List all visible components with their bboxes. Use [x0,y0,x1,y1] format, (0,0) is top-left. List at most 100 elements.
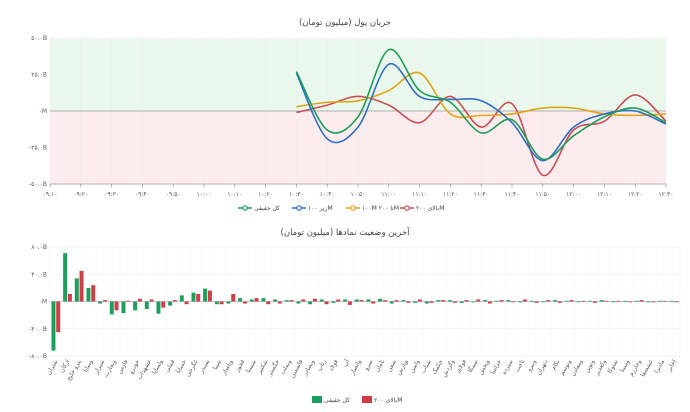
legend-swatch [312,396,322,403]
x-tick-label: ۱۱:۱۰ [412,191,427,198]
bar-1-40 [522,299,527,302]
legend-swatch-marker [404,205,410,211]
x-tick-label: ۱۲:۰۰ [566,191,581,198]
bar-1-0 [56,301,61,333]
bar-1-6 [126,300,131,302]
x-tick-label: ۱۱:۴۰ [505,191,520,198]
bar-0-21 [296,301,301,304]
x-tick-label: ۱۰:۲۰ [258,191,273,198]
x-tick-label: وامین [408,358,421,374]
legend-item-0: کل حقیقی [312,396,350,404]
bar-0-14 [214,301,219,305]
bar-0-34 [448,300,453,302]
bar-0-17 [249,299,254,302]
bar-0-32 [424,301,429,304]
bar-1-29 [394,300,399,302]
x-tick-label: ۱۰:۵۰ [351,191,366,198]
bar-0-37 [483,300,488,302]
x-tick-label: خگستر [265,358,281,378]
bar-0-42 [541,301,546,303]
bar-1-24 [336,299,341,302]
bar-0-28 [378,298,383,302]
x-tick-label: ۱۲:۱۰ [597,191,612,198]
bar-0-20 [284,300,289,302]
bar-1-35 [464,300,469,302]
x-tick-label: ۰۹:۳۰ [104,191,119,198]
bar-1-52 [662,300,667,302]
x-tick-label: مادیرا [653,359,666,375]
bar-1-34 [452,301,457,303]
bar-0-36 [471,301,476,303]
bar-1-31 [417,299,422,302]
bar-1-21 [301,299,306,302]
bar-1-53 [674,301,679,303]
bar-1-22 [312,298,317,302]
bar-0-23 [319,299,324,302]
x-tick-label: سرو [362,359,374,373]
bar-0-49 [623,300,628,302]
bar-0-6 [121,301,126,314]
bar-1-37 [487,301,492,304]
bar-chart-title: آخرین وضعیت نمادها (میلیون تومان) [281,226,411,238]
x-tick-label: ۱۱:۲۰ [443,191,458,198]
bar-1-25 [347,301,352,305]
x-tick-label: ۱۰:۴۰ [320,191,335,198]
bar-0-11 [179,295,184,302]
x-tick-label: شپنا [212,359,223,372]
legend-item-1: بالای ۲۰۰M [362,396,402,404]
line-chart-title: جریان پول (میلیون تومان) [299,18,391,28]
legend-label: کل حقیقی [254,205,280,212]
bar-1-16 [242,301,247,304]
bar-1-41 [534,301,539,303]
bar-1-10 [172,300,177,302]
x-tick-label: آپ [340,357,352,368]
bar-1-47 [604,300,609,302]
y-tick-label: -۴۰.۰B [29,326,47,333]
legend-item-1: زیر ۱۰۰M [292,205,333,212]
bar-0-22 [308,301,313,305]
y-tick-label: ۲۵.۰B [31,72,47,79]
legend-swatch-marker [350,205,356,211]
bar-1-12 [196,294,201,302]
bar-1-3 [91,285,96,302]
x-tick-label: ومعادن [570,358,585,377]
bar-1-27 [371,301,376,304]
bar-0-0 [51,301,56,351]
y-tick-label: ۰M [39,108,47,115]
x-tick-label: ۱۲:۲۰ [628,191,643,198]
bar-0-31 [413,301,418,303]
x-tick-label: وپخش [477,358,491,376]
bar-0-30 [401,300,406,302]
x-tick-label: بکام [550,358,561,371]
x-tick-label: ۰۹:۴۰ [135,191,150,198]
bar-0-1 [63,253,68,302]
x-tick-label: ۰۹:۵۰ [166,191,181,198]
bar-1-36 [476,299,481,302]
bar-0-33 [436,300,441,302]
bar-1-28 [382,300,387,302]
bar-1-18 [266,301,271,305]
x-tick-label: ۱۰:۰۰ [197,191,212,198]
bar-0-35 [459,301,464,303]
bar-1-45 [581,300,586,302]
bar-0-40 [518,301,523,303]
x-tick-label: ثاخت [514,358,527,373]
x-tick-label: شتوکا [606,359,619,375]
legend-item-2: ۱۰۰M تا ۲۰۰M [346,205,399,212]
x-tick-label: سپرده [501,359,515,376]
bar-1-2 [79,270,84,302]
bar-1-11 [184,301,189,305]
x-tick-label: رتاپ [316,358,328,372]
bar-1-1 [67,294,72,302]
x-tick-label: ثامان [374,358,387,373]
bar-1-43 [557,301,562,303]
bar-1-13 [207,290,212,302]
bar-0-10 [168,301,173,306]
bar-0-3 [86,287,91,302]
bar-1-4 [102,300,107,302]
bar-0-7 [133,301,138,311]
bar-0-48 [611,301,616,303]
y-tick-label: ۴۰.۰B [31,271,47,278]
legend-label: بالای ۲۰۰M [416,205,444,212]
bar-0-53 [669,300,674,302]
